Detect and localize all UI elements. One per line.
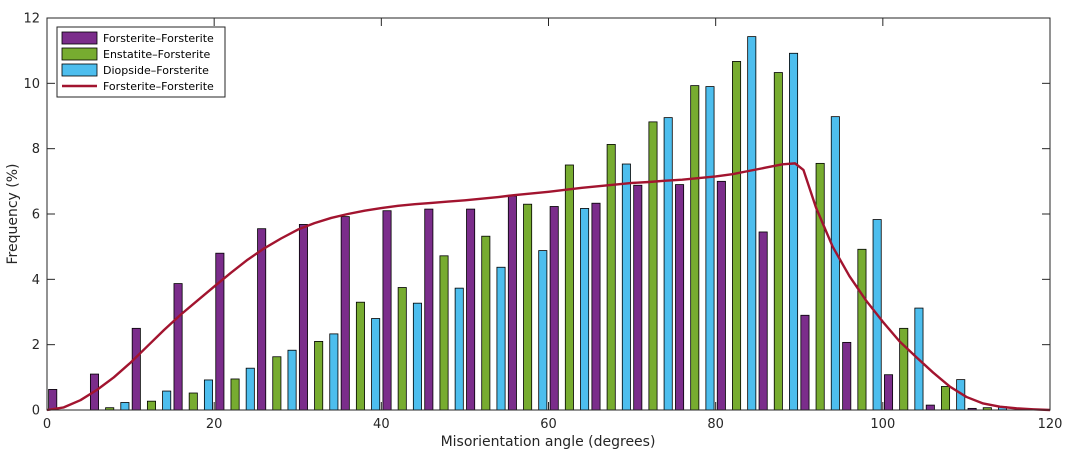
legend-label-0: Forsterite–Forsterite xyxy=(103,32,214,45)
bar-0-3 xyxy=(173,283,183,411)
bar-1-12 xyxy=(564,164,574,411)
bar-0-17 xyxy=(758,231,768,411)
bar-0-8 xyxy=(382,210,392,411)
series-line-0 xyxy=(46,162,1051,412)
bar-1-7 xyxy=(355,301,365,411)
bar-1-17 xyxy=(773,72,783,411)
y-tick-label-1: 2 xyxy=(32,338,40,353)
bar-1-10 xyxy=(481,235,491,411)
y-tick-label-6: 12 xyxy=(23,12,40,27)
ticks-layer: 0 20 40 60 80 100 120 0 2 4 6 8 10 12 xyxy=(23,12,1062,433)
bar-0-14 xyxy=(633,184,643,411)
x-tick-label-1: 20 xyxy=(206,417,223,432)
y-axis-title: Frequency (%) xyxy=(5,163,21,264)
bar-0-21 xyxy=(925,404,935,411)
bar-0-5 xyxy=(257,228,267,411)
y-tick-label-4: 8 xyxy=(32,142,40,157)
bar-1-6 xyxy=(314,340,324,411)
bar-0-11 xyxy=(507,195,517,411)
legend-label-1: Enstatite–Forsterite xyxy=(103,48,211,61)
line-layer xyxy=(46,162,1051,412)
bar-1-8 xyxy=(397,287,407,411)
bar-2-11 xyxy=(538,250,548,411)
bar-0-4 xyxy=(215,252,225,411)
x-axis-title: Misorientation angle (degrees) xyxy=(441,434,656,450)
legend-swatch-2 xyxy=(61,63,98,77)
bar-1-20 xyxy=(899,327,909,411)
bar-1-9 xyxy=(439,255,449,411)
bar-2-14 xyxy=(663,117,673,411)
bar-2-2 xyxy=(162,390,172,411)
bar-0-20 xyxy=(884,374,894,411)
bar-0-16 xyxy=(716,180,726,411)
legend-swatch-0 xyxy=(61,31,98,45)
bar-2-10 xyxy=(496,266,506,411)
y-tick-label-3: 6 xyxy=(32,208,40,223)
bar-2-13 xyxy=(621,163,631,411)
bar-1-14 xyxy=(648,121,658,411)
y-tick-label-2: 4 xyxy=(32,273,40,288)
bar-2-16 xyxy=(747,36,757,411)
bar-1-21 xyxy=(941,386,951,411)
legend-label-3: Forsterite–Forsterite xyxy=(103,80,214,93)
bar-2-18 xyxy=(830,116,840,411)
bar-0-12 xyxy=(549,206,559,411)
bar-0-10 xyxy=(466,208,476,411)
bar-2-3 xyxy=(203,379,213,411)
bar-2-12 xyxy=(580,208,590,411)
bar-1-18 xyxy=(815,162,825,411)
bar-2-9 xyxy=(454,287,464,411)
bar-2-15 xyxy=(705,86,715,411)
y-tick-label-5: 10 xyxy=(23,77,40,92)
bar-1-16 xyxy=(732,61,742,411)
bar-0-6 xyxy=(298,224,308,411)
bar-0-13 xyxy=(591,202,601,411)
bar-0-18 xyxy=(800,314,810,411)
x-tick-label-3: 60 xyxy=(540,417,557,432)
bar-1-4 xyxy=(230,378,240,411)
legend: Forsterite–Forsterite Enstatite–Forsterit… xyxy=(56,26,226,98)
bar-2-7 xyxy=(371,318,381,411)
bar-0-9 xyxy=(424,208,434,411)
bar-0-7 xyxy=(340,216,350,411)
bar-0-15 xyxy=(675,184,685,411)
bar-1-15 xyxy=(690,85,700,411)
bar-1-2 xyxy=(146,400,156,411)
legend-label-2: Diopside–Forsterite xyxy=(103,64,209,77)
bar-2-4 xyxy=(245,367,255,411)
bar-1-3 xyxy=(188,392,198,411)
bar-0-0 xyxy=(48,389,58,411)
x-tick-label-6: 120 xyxy=(1038,417,1063,432)
bar-1-11 xyxy=(523,203,533,411)
y-tick-label-0: 0 xyxy=(32,404,40,419)
bar-1-19 xyxy=(857,248,867,411)
legend-swatch-1 xyxy=(61,47,98,61)
x-tick-label-0: 0 xyxy=(43,417,51,432)
bar-1-5 xyxy=(272,356,282,411)
bar-0-19 xyxy=(842,341,852,411)
bar-2-5 xyxy=(287,349,297,411)
x-tick-label-5: 100 xyxy=(870,417,895,432)
x-tick-label-2: 40 xyxy=(373,417,390,432)
bar-2-8 xyxy=(412,302,422,411)
x-tick-label-4: 80 xyxy=(707,417,724,432)
bar-2-17 xyxy=(789,52,799,411)
bar-2-1 xyxy=(120,402,130,411)
bar-0-2 xyxy=(131,327,141,411)
bar-2-6 xyxy=(329,333,339,411)
